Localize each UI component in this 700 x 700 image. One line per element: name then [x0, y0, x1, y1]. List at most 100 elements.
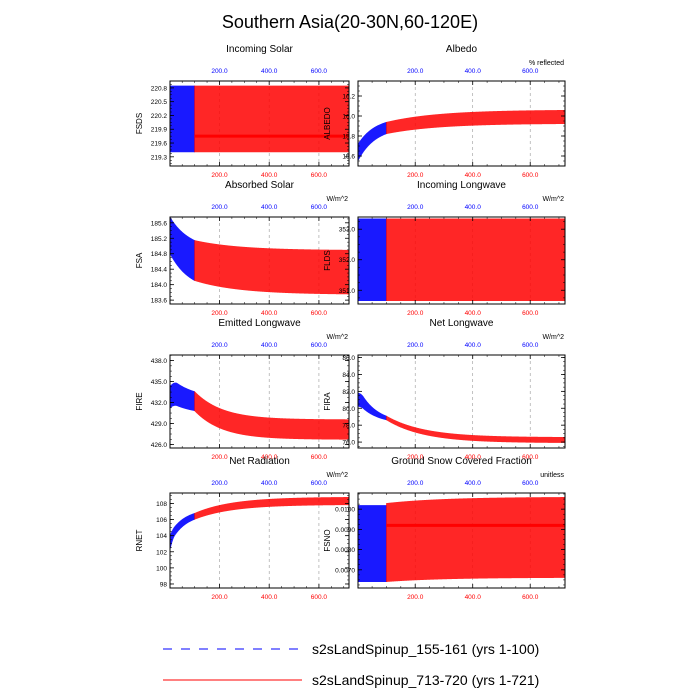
units-label: % reflected	[529, 60, 564, 67]
y-tick-label: 219.9	[151, 127, 168, 134]
y-tick-label: 435.0	[151, 379, 168, 386]
y-tick-label: 184.0	[151, 282, 168, 289]
x-top-tick-label: 400.0	[261, 68, 278, 75]
panel-title: Emitted Longwave	[218, 318, 301, 329]
y-tick-label: 353.0	[339, 227, 356, 234]
plot-frame	[169, 216, 350, 305]
y-tick-label: 184.4	[151, 267, 168, 274]
series-blue	[170, 85, 195, 153]
plot-frame	[169, 354, 350, 449]
y-tick-label: 100	[156, 565, 167, 572]
x-bottom-tick-label: 200.0	[407, 454, 424, 461]
chart-panel-rnet: Net Radiation W/m^2 98 100 102 104 106 108 RNET 2…	[135, 456, 350, 601]
series-red	[386, 110, 565, 134]
x-bottom-tick-label: 200.0	[211, 594, 228, 601]
y-tick-label: 104	[156, 533, 167, 540]
units-label: W/m^2	[542, 196, 564, 203]
x-bottom-tick-label: 600.0	[311, 454, 328, 461]
x-bottom-tick-label: 600.0	[311, 172, 328, 179]
x-top-tick-label: 200.0	[407, 342, 424, 349]
y-axis-label: ALBEDO	[323, 107, 332, 139]
series-red	[386, 218, 565, 301]
x-top-tick-label: 200.0	[407, 480, 424, 487]
series-blue	[170, 513, 195, 550]
y-tick-label: 352.0	[339, 257, 356, 264]
panel-title: Net Longwave	[430, 318, 494, 329]
series-group	[358, 110, 565, 161]
legend-label-blue: s2sLandSpinup_155-161 (yrs 1-100)	[312, 641, 539, 657]
x-top-tick-label: 600.0	[522, 204, 539, 211]
series-blue	[358, 122, 387, 161]
series-group	[170, 382, 349, 440]
x-top-tick-label: 600.0	[311, 68, 328, 75]
units-label: unitless	[540, 472, 564, 479]
y-tick-label: 0.0090	[335, 527, 355, 534]
x-top-tick-label: 600.0	[311, 480, 328, 487]
x-bottom-tick-label: 600.0	[311, 310, 328, 317]
x-top-tick-label: 600.0	[522, 480, 539, 487]
units-label: W/m^2	[542, 334, 564, 341]
x-bottom-tick-label: 200.0	[211, 454, 228, 461]
plot-frame	[357, 80, 566, 167]
plot-frame	[357, 354, 566, 449]
series-blue	[358, 505, 387, 582]
y-tick-label: 429.0	[151, 421, 168, 428]
panel-title: Absorbed Solar	[225, 180, 295, 191]
units-label: W/m^2	[326, 334, 348, 341]
plot-frame	[357, 216, 566, 305]
y-tick-label: 102	[156, 549, 167, 556]
x-bottom-tick-label: 400.0	[261, 454, 278, 461]
x-bottom-tick-label: 200.0	[407, 594, 424, 601]
chart-panel-fsds: Incoming Solar 219.3 219.6 219.9 220.2 220.5 2…	[135, 44, 350, 179]
x-bottom-tick-label: 600.0	[522, 454, 539, 461]
panel-title: Incoming Solar	[226, 44, 293, 55]
x-bottom-tick-label: 400.0	[465, 172, 482, 179]
panel-title: Incoming Longwave	[417, 180, 506, 191]
x-top-tick-label: 400.0	[465, 342, 482, 349]
y-axis-label: FSDS	[135, 113, 144, 134]
chart-panel-fire: Emitted Longwave W/m^2 426.0 429.0 432.0 435.…	[135, 318, 350, 461]
figure-title: Southern Asia(20-30N,60-120E)	[222, 12, 478, 32]
x-top-tick-label: 200.0	[211, 68, 228, 75]
y-tick-label: 16.2	[342, 94, 355, 101]
series-red	[194, 240, 349, 295]
y-tick-label: 80.0	[342, 406, 355, 413]
x-top-tick-label: 200.0	[211, 342, 228, 349]
x-bottom-tick-label: 600.0	[522, 172, 539, 179]
panel-title: Ground Snow Covered Fraction	[391, 456, 532, 467]
series-group	[358, 218, 565, 301]
x-bottom-tick-label: 600.0	[522, 310, 539, 317]
series-blue	[170, 217, 195, 281]
y-tick-label: 98	[160, 581, 168, 588]
series-red	[386, 415, 565, 443]
y-tick-label: 351.0	[339, 288, 356, 295]
y-tick-label: 220.2	[151, 113, 168, 120]
x-bottom-tick-label: 600.0	[522, 594, 539, 601]
series-group	[170, 85, 349, 153]
y-tick-label: 185.6	[151, 220, 168, 227]
x-top-tick-label: 200.0	[211, 480, 228, 487]
y-tick-label: 219.3	[151, 154, 168, 161]
y-tick-label: 432.0	[151, 400, 168, 407]
chart-panel-flds: Incoming Longwave W/m^2 351.0 352.0 353.0 FLD…	[323, 180, 566, 317]
x-top-tick-label: 600.0	[522, 68, 539, 75]
x-bottom-tick-label: 200.0	[211, 172, 228, 179]
panel-title: Albedo	[446, 44, 478, 55]
y-tick-label: 78.0	[342, 423, 355, 430]
y-axis-label: FIRE	[135, 392, 144, 410]
series-group	[358, 392, 565, 443]
series-blue	[170, 382, 195, 411]
x-top-tick-label: 400.0	[261, 342, 278, 349]
legend-label-red: s2sLandSpinup_713-720 (yrs 1-721)	[312, 672, 539, 688]
x-top-tick-label: 400.0	[465, 68, 482, 75]
series-group	[170, 497, 349, 550]
plot-frame	[169, 80, 350, 167]
y-tick-label: 185.2	[151, 236, 168, 243]
chart-panel-fsa: Absorbed Solar W/m^2 183.6 184.0 184.4 184.8 1…	[135, 180, 350, 317]
x-bottom-tick-label: 400.0	[465, 310, 482, 317]
y-tick-label: 15.8	[342, 134, 355, 141]
x-top-tick-label: 600.0	[311, 342, 328, 349]
x-top-tick-label: 600.0	[311, 204, 328, 211]
x-bottom-tick-label: 600.0	[311, 594, 328, 601]
